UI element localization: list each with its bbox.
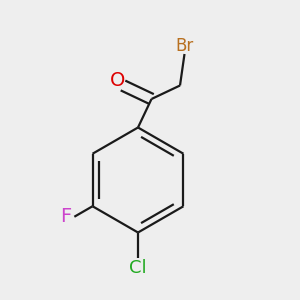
Text: Cl: Cl [129, 259, 147, 277]
Text: F: F [60, 207, 72, 226]
Text: Br: Br [176, 37, 194, 55]
Text: O: O [110, 70, 125, 90]
